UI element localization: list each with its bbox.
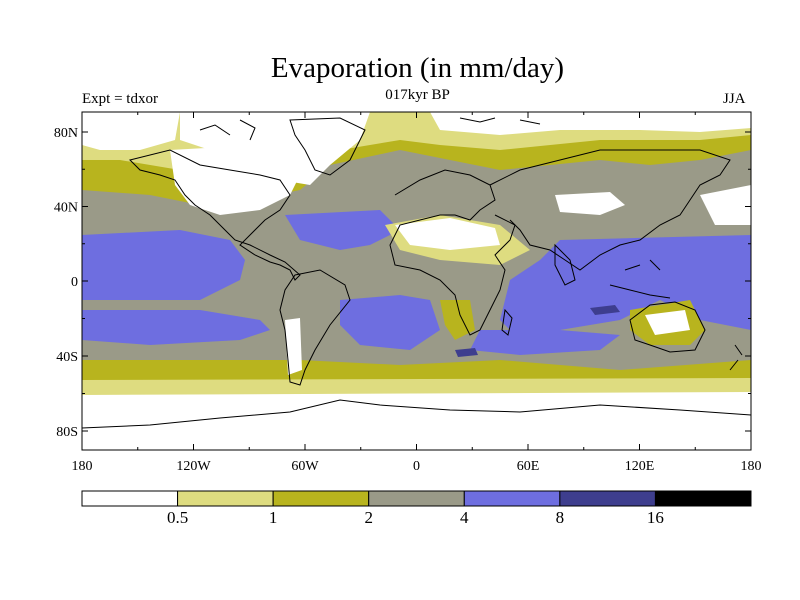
field-high-southatlantic bbox=[340, 295, 440, 350]
field-veryhigh-agulhas bbox=[455, 348, 478, 357]
coast-australia bbox=[629, 301, 706, 353]
field-ice-antarctic bbox=[82, 392, 751, 450]
colorbar-swatch bbox=[559, 490, 656, 507]
map-title: Evaporation (in mm/day) bbox=[270, 52, 565, 84]
colorbar-level-label: 8 bbox=[556, 508, 565, 527]
lat-tick-label: 80S bbox=[56, 425, 78, 440]
lon-tick-label: 60E bbox=[517, 459, 540, 474]
longitude-axis: 180 120W 60W 0 60E 120E 180 bbox=[72, 112, 762, 474]
field-ice-centralasia bbox=[555, 192, 625, 215]
field-low-southafrica bbox=[440, 300, 475, 340]
map-field bbox=[82, 112, 751, 450]
coast-maritime-continent bbox=[609, 259, 671, 299]
colorbar-level-label: 1 bbox=[269, 508, 278, 527]
colorbar-swatch bbox=[81, 490, 179, 507]
coastlines bbox=[82, 117, 751, 429]
lat-tick-label: 40S bbox=[56, 350, 78, 365]
lat-tick-label: 40N bbox=[54, 201, 78, 216]
coast-europe-africa bbox=[389, 169, 516, 336]
coast-madagascar bbox=[501, 308, 513, 336]
coast-arctic-islands bbox=[199, 117, 541, 141]
colorbar-swatch bbox=[463, 490, 561, 507]
coast-antarctica bbox=[82, 399, 751, 429]
colorbar-level-label: 2 bbox=[364, 508, 373, 527]
lon-tick-label: 180 bbox=[741, 459, 762, 474]
colorbar: 0.5 1 2 4 8 16 bbox=[81, 490, 752, 527]
field-ice-sahara bbox=[395, 218, 500, 250]
colorbar-swatch bbox=[654, 490, 752, 507]
coast-north-america bbox=[129, 149, 301, 281]
field-ice-arctic-west bbox=[82, 112, 180, 150]
colorbar-level-label: 16 bbox=[647, 508, 664, 527]
coast-new-zealand bbox=[729, 344, 743, 371]
field-ice-northpacific bbox=[700, 185, 751, 225]
field-ice-arctic-east bbox=[430, 112, 751, 135]
coast-greenland bbox=[289, 117, 366, 176]
field-veryhigh-indian bbox=[590, 305, 620, 315]
field-ice-australia bbox=[645, 310, 690, 335]
experiment-label: Expt = tdxor bbox=[82, 91, 158, 107]
lon-tick-label: 60W bbox=[291, 459, 319, 474]
lat-tick-label: 80N bbox=[54, 126, 78, 141]
colorbar-level-label: 4 bbox=[460, 508, 469, 527]
field-high-southpacific bbox=[82, 310, 270, 345]
colorbar-swatch bbox=[177, 490, 274, 507]
colorbar-swatch bbox=[368, 490, 465, 507]
lat-tick-label: 0 bbox=[71, 275, 78, 290]
lon-tick-label: 180 bbox=[72, 459, 93, 474]
field-ice-laurentide bbox=[170, 145, 300, 215]
season-label: JJA bbox=[723, 91, 746, 107]
coast-south-america bbox=[279, 269, 351, 386]
coast-india bbox=[554, 243, 576, 286]
field-high-southindian bbox=[470, 330, 620, 355]
lon-tick-label: 0 bbox=[413, 459, 420, 474]
field-high-northatlantic bbox=[285, 210, 400, 250]
field-ice-atacama bbox=[285, 318, 302, 375]
field-high-eastpacific bbox=[82, 230, 245, 300]
lon-tick-label: 120W bbox=[176, 459, 211, 474]
lon-tick-label: 120E bbox=[625, 459, 655, 474]
colorbar-level-label: 0.5 bbox=[167, 508, 188, 527]
colorbar-swatch bbox=[272, 490, 370, 507]
period-label: 017kyr BP bbox=[385, 87, 450, 103]
field-ice-greenland bbox=[180, 112, 370, 185]
latitude-axis: 80N 40N 0 40S 80S bbox=[54, 126, 751, 440]
